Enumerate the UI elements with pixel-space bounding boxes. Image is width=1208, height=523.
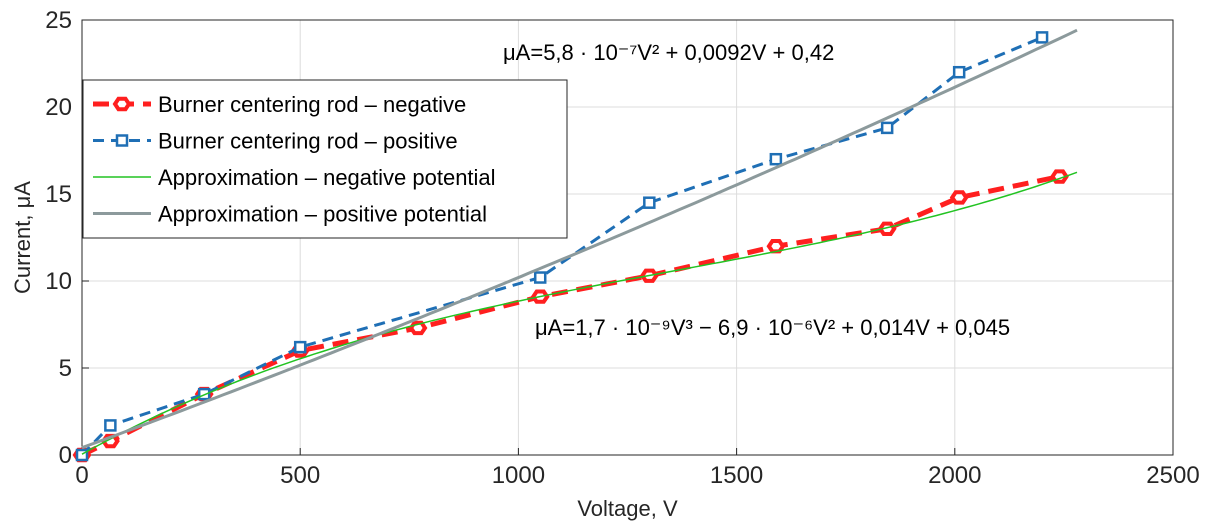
- data-point: [880, 121, 894, 135]
- legend-marker: [112, 96, 132, 112]
- plot-area-border: [81, 19, 1174, 456]
- y-tick-label: 20: [45, 94, 72, 121]
- annotation-negative-fit: μA=1,7 · 10⁻⁹V³ − 6,9 · 10⁻⁶V² + 0,014V …: [535, 315, 1010, 340]
- y-tick-label: 10: [45, 268, 72, 295]
- series-3: [81, 28, 1078, 450]
- annotation-positive-fit: μA=5,8 · 10⁻⁷V² + 0,0092V + 0,42: [503, 40, 834, 65]
- fit-curve: [81, 171, 1078, 455]
- data-point: [75, 448, 89, 462]
- legend-item: Approximation – positive potential: [93, 202, 487, 227]
- fit-curve: [81, 28, 1078, 450]
- data-point: [949, 190, 969, 205]
- axis-ticks: 0 500 1000 1500 2000 2500 0 5 10 15 20 25: [45, 7, 1199, 489]
- legend-label: Burner centering rod – negative: [158, 92, 466, 117]
- x-tick-label: 2500: [1146, 462, 1199, 489]
- data-point: [952, 65, 966, 79]
- y-tick-label: 15: [45, 181, 72, 208]
- data-point: [769, 152, 783, 166]
- data-point: [533, 271, 547, 284]
- legend: Burner centering rod – negative Burner ce…: [82, 79, 568, 239]
- x-tick-label: 1000: [492, 462, 545, 489]
- y-tick-label: 25: [45, 7, 72, 34]
- series-2: [81, 171, 1078, 455]
- legend-label: Burner centering rod – positive: [158, 129, 458, 154]
- x-tick-label: 0: [75, 462, 88, 489]
- legend-item: Approximation – negative potential: [93, 165, 496, 190]
- legend-label: Approximation – positive potential: [158, 202, 487, 227]
- legend-marker: [115, 134, 129, 147]
- legend-item: Burner centering rod – negative: [93, 92, 466, 117]
- legend-label: Approximation – negative potential: [158, 165, 496, 190]
- x-tick-label: 2000: [928, 462, 981, 489]
- series-layer: [72, 28, 1078, 463]
- legend-box: [82, 79, 568, 239]
- y-tick-label: 0: [59, 442, 72, 469]
- data-point: [293, 340, 307, 354]
- legend-item: Burner centering rod – positive: [93, 129, 458, 154]
- x-tick-label: 1500: [710, 462, 763, 489]
- data-point: [104, 419, 117, 432]
- data-point: [643, 196, 656, 209]
- data-point: [1035, 31, 1049, 44]
- y-axis-label: Current, μA: [10, 181, 35, 294]
- y-tick-label: 5: [59, 355, 72, 382]
- x-axis-label: Voltage, V: [577, 496, 678, 521]
- x-tick-label: 500: [280, 462, 320, 489]
